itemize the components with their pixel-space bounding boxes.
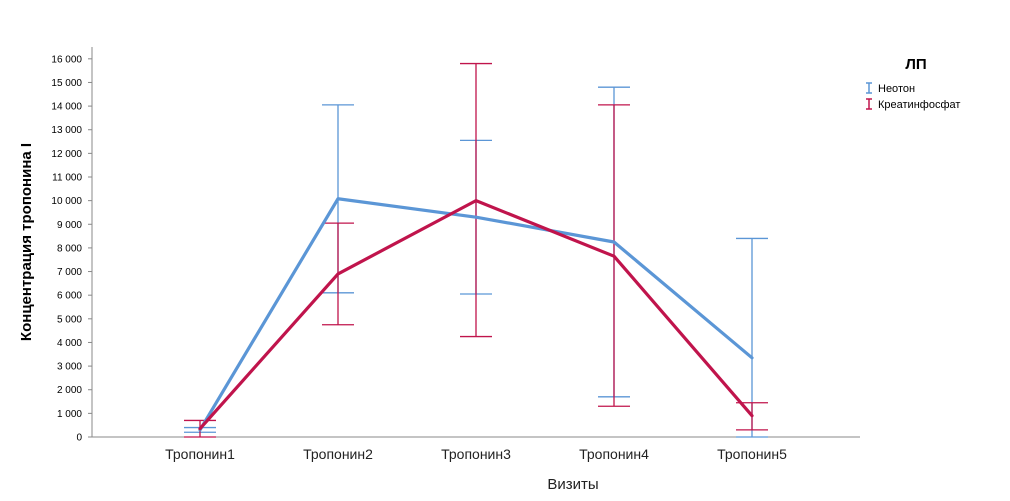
y-tick-label: 10 000 [51,196,82,207]
series-line-2 [198,199,754,431]
x-tick-label: Тропонин1 [165,446,235,462]
y-axis-ticks: 0 1 000 2 000 3 000 4 000 5 000 6 000 7 000 8 00… [51,54,92,444]
y-tick-label: 6 000 [57,291,82,302]
y-tick-label: 3 000 [57,362,82,373]
series-line-1 [198,197,754,432]
y-tick-label: 14 000 [51,102,82,113]
x-tick-label: Тропонин5 [717,446,787,462]
y-tick-label: 9 000 [57,220,82,231]
y-tick-label: 4 000 [57,338,82,349]
y-tick-label: 8 000 [57,243,82,254]
legend-errorbar-icon [866,98,872,110]
y-tick-label: 13 000 [51,125,82,136]
x-tick-label: Тропонин4 [579,446,649,462]
y-tick-label: 2 000 [57,385,82,396]
legend-title: ЛП [905,56,926,73]
x-axis-title: Визиты [547,476,598,493]
legend-errorbar-icon [866,82,872,94]
legend-label: Креатинфосфат [878,99,960,111]
y-tick-label: 16 000 [51,54,82,65]
series-layer [184,62,768,438]
legend-label: Неотон [878,83,915,95]
legend-item: Неотон [866,82,915,95]
x-tick-label: Тропонин3 [441,446,511,462]
y-tick-label: 1 000 [57,409,82,420]
y-tick-label: 12 000 [51,149,82,160]
legend-item: Креатинфосфат [866,98,960,111]
legend: ЛП Неотон Креатинфосфат [866,56,960,111]
series-2 [184,62,768,438]
y-axis-title: Концентрация тропонина I [18,143,35,341]
y-tick-label: 0 [76,433,82,444]
x-tick-label: Тропонин2 [303,446,373,462]
x-axis-ticks: Тропонин1 Тропонин2 Тропонин3 Тропонин4 Троп… [165,446,787,462]
y-tick-label: 11 000 [52,173,82,184]
y-tick-label: 5 000 [57,314,82,325]
y-tick-label: 15 000 [51,78,82,89]
error-bars-series-2 [184,62,768,438]
y-tick-label: 7 000 [57,267,82,278]
